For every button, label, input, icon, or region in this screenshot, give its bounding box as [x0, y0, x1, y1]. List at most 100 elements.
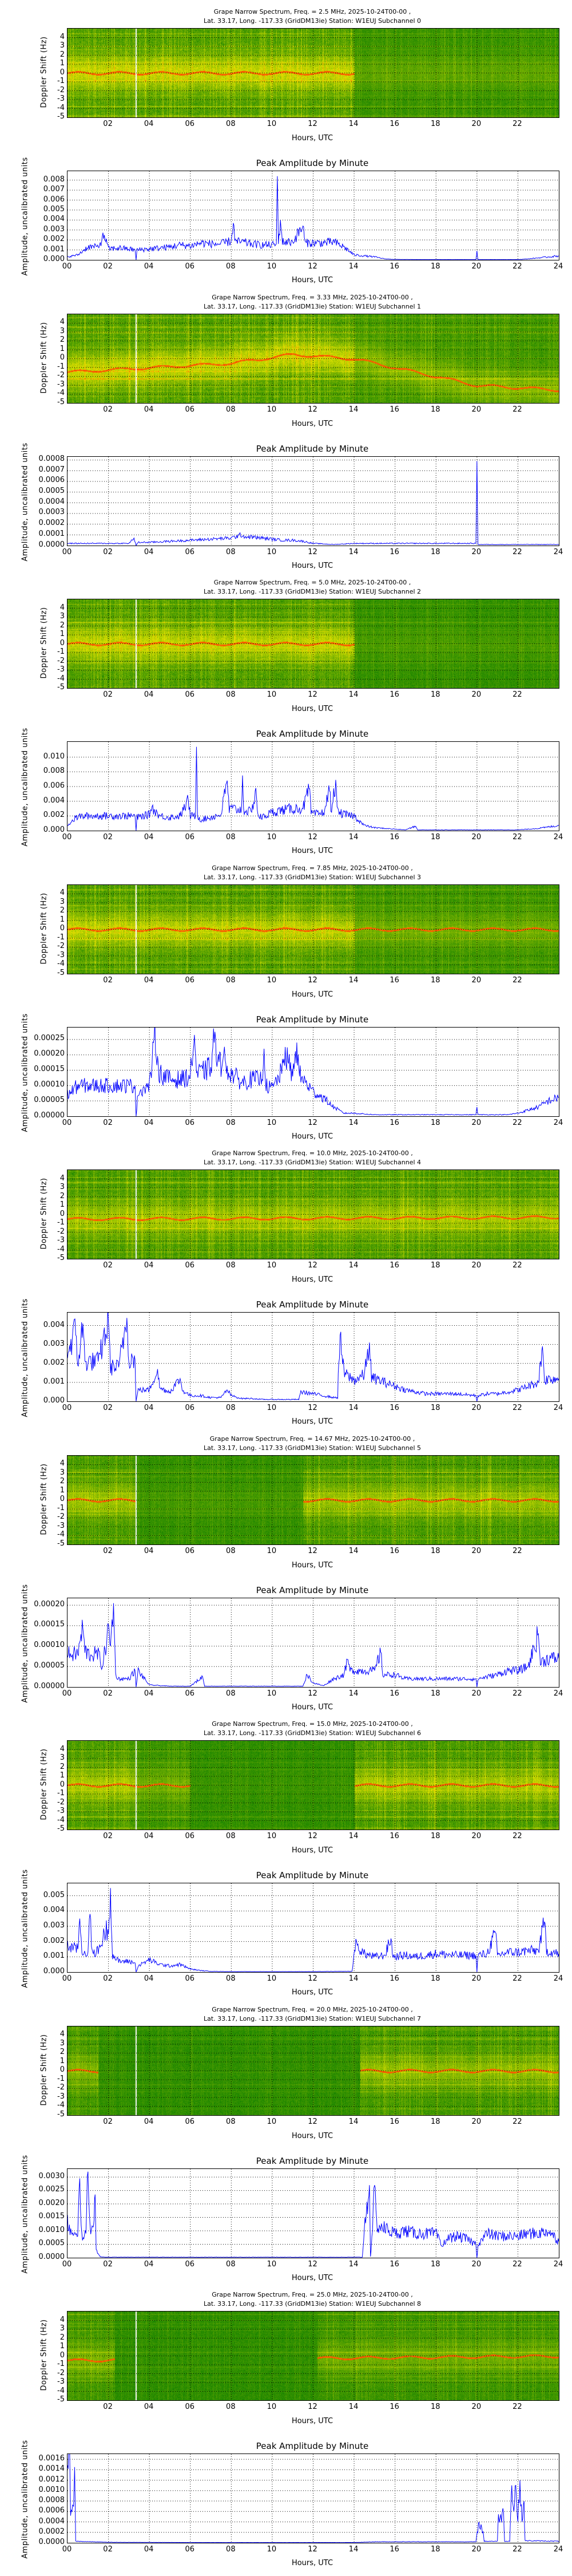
- amplitude-xtick-label: 18: [430, 1974, 440, 1983]
- amplitude-xtick-label: 04: [144, 1974, 154, 1983]
- spectrogram-ytick-label: 0: [59, 638, 65, 647]
- spectrogram-ytick-label: 1: [59, 344, 65, 353]
- spectrogram-ylabel: Doppler Shift (Hz): [39, 607, 49, 679]
- amplitude-ytick-label: 0.001: [43, 244, 65, 254]
- channel-section: Grape Narrow Spectrum, Freq. = 7.85 MHz,…: [0, 856, 572, 1141]
- spectrogram-ytick-label: 2: [59, 1762, 65, 1771]
- spectrum-title-line2: Lat. 33.17, Long. -117.33 (GridDM13ie) S…: [203, 1159, 422, 1166]
- spectrogram-xtick-label: 04: [144, 1832, 154, 1840]
- spectrogram-xtick-label: 20: [471, 2403, 482, 2411]
- spectrogram-xtick-label: 02: [103, 1832, 113, 1840]
- amplitude-xtick-label: 02: [103, 833, 113, 841]
- amplitude-xtick-label: 14: [348, 1974, 359, 1983]
- spectrogram-ytick-label: -4: [57, 674, 65, 683]
- spectrogram-xtick-label: 06: [185, 2117, 195, 2126]
- spectrogram-xtick-label: 10: [267, 1261, 277, 1270]
- spectrogram-xtick-label: 14: [348, 1546, 359, 1555]
- amplitude-chart: [67, 2168, 559, 2258]
- amplitude-xtick-label: 02: [103, 2259, 113, 2269]
- spectrogram-xtick-label: 18: [430, 1546, 440, 1555]
- amplitude-xtick-label: 20: [471, 1404, 482, 1412]
- spectrogram-xtick-label: 16: [390, 1261, 399, 1270]
- spectrogram-xtick-label: 18: [430, 2403, 440, 2411]
- amplitude-title: Peak Amplitude by Minute: [256, 729, 369, 739]
- spectrogram: [67, 2025, 559, 2116]
- spectrogram: [67, 1740, 559, 1830]
- spectrogram-xtick-label: 08: [226, 1261, 236, 1270]
- spectrogram-xtick-label: 22: [513, 1832, 522, 1840]
- spectrogram-xlabel: Hours, UTC: [291, 2131, 333, 2140]
- amplitude-xtick-label: 16: [390, 2259, 399, 2269]
- spectrogram-ytick-label: -2: [57, 2083, 65, 2092]
- spectrum-title-line1: Grape Narrow Spectrum, Freq. = 25.0 MHz,…: [212, 2291, 413, 2298]
- amplitude-xtick-label: 20: [471, 547, 482, 556]
- amplitude-chart: [67, 1027, 559, 1116]
- spectrogram-xtick-label: 02: [103, 1261, 113, 1270]
- amplitude-xtick-label: 08: [226, 1118, 236, 1127]
- spectrogram-image: [67, 1741, 559, 1830]
- amplitude-ytick-label: 0.000: [43, 1967, 65, 1976]
- spectrogram-xtick-label: 22: [513, 1261, 522, 1270]
- amplitude-xtick-label: 04: [144, 547, 154, 556]
- spectrogram-ytick-label: -1: [57, 647, 65, 656]
- amplitude-xtick-label: 22: [513, 2545, 522, 2554]
- amplitude-xtick-label: 22: [513, 1404, 522, 1412]
- spectrogram-xtick-label: 12: [308, 1261, 317, 1270]
- amplitude-xtick-label: 06: [185, 2259, 195, 2269]
- amplitude-xtick-label: 18: [430, 2545, 440, 2554]
- amplitude-series-line: [67, 1313, 559, 1401]
- spectrogram-ytick-label: 4: [59, 1459, 65, 1468]
- amplitude-ytick-label: 0.004: [43, 796, 65, 805]
- spectrogram-xtick-label: 06: [185, 120, 195, 128]
- spectrogram-ytick-label: 2: [59, 906, 65, 915]
- amplitude-ytick-label: 0.000: [43, 255, 65, 263]
- spectrum-title-line2: Lat. 33.17, Long. -117.33 (GridDM13ie) S…: [203, 2300, 422, 2308]
- amplitude-ytick-label: 0.0030: [38, 2171, 65, 2180]
- spectrogram-xtick-label: 22: [513, 120, 522, 128]
- amplitude-ytick-label: 0.005: [43, 204, 65, 214]
- amplitude-xtick-label: 20: [471, 2259, 482, 2269]
- amplitude-xtick-label: 00: [62, 547, 72, 556]
- amplitude-ytick-label: 0.008: [43, 767, 65, 776]
- channel-section: Grape Narrow Spectrum, Freq. = 25.0 MHz,…: [0, 2283, 572, 2568]
- spectrogram-xtick-label: 22: [513, 690, 522, 699]
- spectrogram-xtick-label: 12: [308, 1546, 317, 1555]
- spectrogram-image: [67, 314, 559, 403]
- spectrogram-ytick-label: -1: [57, 1789, 65, 1797]
- spectrogram-xtick-label: 14: [348, 1261, 359, 1270]
- amplitude-xlabel: Hours, UTC: [291, 1988, 333, 1997]
- spectrogram-xtick-label: 12: [308, 2403, 317, 2411]
- spectrogram-xtick-label: 22: [513, 2403, 522, 2411]
- amplitude-xtick-label: 18: [430, 547, 440, 556]
- spectrogram-xtick-label: 10: [267, 1546, 277, 1555]
- amplitude-xtick-label: 00: [62, 1974, 72, 1983]
- channel-section: Grape Narrow Spectrum, Freq. = 15.0 MHz,…: [0, 1712, 572, 1997]
- amplitude-xtick-label: 10: [267, 833, 277, 841]
- amplitude-ytick-label: 0.00015: [34, 1620, 65, 1629]
- amplitude-xtick-label: 12: [308, 1689, 317, 1698]
- amplitude-xtick-label: 16: [390, 547, 399, 556]
- spectrum-title-line2: Lat. 33.17, Long. -117.33 (GridDM13ie) S…: [203, 588, 422, 595]
- amplitude-xtick-label: 10: [267, 2545, 277, 2554]
- amplitude-plot: [67, 171, 559, 260]
- amplitude-xtick-label: 18: [430, 2259, 440, 2269]
- spectrogram-xtick-label: 22: [513, 1546, 522, 1555]
- spectrogram-ytick-label: -4: [57, 1244, 65, 1254]
- amplitude-plot: [67, 741, 559, 831]
- amplitude-ytick-label: 0.0000: [38, 2252, 65, 2261]
- spectrogram: [67, 313, 559, 404]
- amplitude-plot: [67, 1597, 559, 1688]
- spectrogram-ylabel: Doppler Shift (Hz): [39, 2034, 49, 2105]
- spectrogram-ytick-label: 4: [59, 2030, 65, 2038]
- amplitude-xlabel: Hours, UTC: [291, 2559, 333, 2567]
- spectrogram-xtick-label: 22: [513, 2117, 522, 2126]
- spectrogram-ytick-label: 2: [59, 621, 65, 630]
- spectrogram-xtick-label: 04: [144, 690, 154, 699]
- amplitude-xtick-label: 20: [471, 2545, 482, 2554]
- spectrogram-xtick-label: 08: [226, 405, 236, 414]
- amplitude-xtick-label: 04: [144, 1118, 154, 1127]
- spectrogram-xtick-label: 12: [308, 690, 317, 699]
- amplitude-xtick-label: 14: [348, 833, 359, 841]
- amplitude-xtick-label: 16: [390, 262, 399, 271]
- amplitude-xtick-label: 10: [267, 1689, 277, 1698]
